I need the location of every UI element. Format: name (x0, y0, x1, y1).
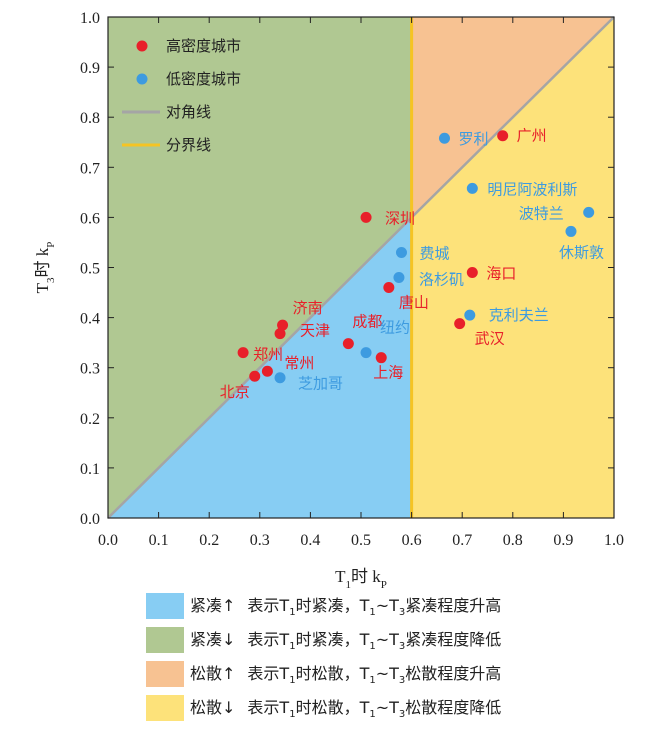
x-tick-label: 0.1 (149, 532, 169, 549)
x-tick-label: 0.8 (503, 532, 523, 549)
high-density-label: 深圳 (385, 209, 415, 227)
x-tick-label: 1.0 (604, 532, 624, 549)
low-density-point (438, 132, 450, 144)
high-density-label: 北京 (220, 383, 250, 401)
high-density-point (249, 370, 261, 382)
region-loose-down (411, 17, 614, 518)
legend-boundary-label: 分界线 (166, 136, 211, 154)
high-density-point (360, 211, 372, 223)
y-axis-title: T3时 kP (33, 242, 57, 294)
region-legend-label: 松散↓ (190, 698, 236, 718)
low-density-point (395, 246, 407, 258)
region-legend: 紧凑↑ 表示T1时紧凑，T1~T3紧凑程度升高 紧凑↓ 表示T1时紧凑，T1~T3紧凑… (146, 590, 586, 726)
high-density-point (375, 352, 387, 364)
region-legend-text: 松散↓ 表示T1时松散，T1~T3松散程度降低 (190, 694, 501, 720)
low-density-point (360, 347, 372, 359)
high-density-point (497, 130, 509, 142)
high-density-point (383, 282, 395, 294)
y-tick-label: 0.7 (80, 160, 100, 177)
high-density-point (454, 318, 466, 330)
y-tick-label: 0.1 (80, 461, 100, 478)
high-density-label: 广州 (517, 127, 547, 145)
region-legend-row: 松散↓ 表示T1时松散，T1~T3松散程度降低 (146, 692, 586, 723)
low-density-label: 克利夫兰 (489, 306, 549, 324)
x-tick-label: 0.2 (199, 532, 219, 549)
x-tick-label: 0.5 (351, 532, 371, 549)
diagonal-line (107, 16, 615, 519)
low-density-label: 洛杉矶 (419, 271, 464, 289)
region-legend-text: 紧凑↑ 表示T1时紧凑，T1~T3紧凑程度升高 (190, 592, 501, 618)
region-legend-text: 松散↑ 表示T1时松散，T1~T3松散程度升高 (190, 660, 501, 686)
low-density-point (565, 225, 577, 237)
y-tick-label: 0.2 (80, 411, 100, 428)
high-density-label: 成都 (352, 313, 382, 331)
high-density-point (466, 267, 478, 279)
y-tick-label: 0.8 (80, 110, 100, 127)
x-tick-label: 0.7 (452, 532, 472, 549)
region-legend-swatch (146, 626, 184, 653)
low-density-point (464, 309, 476, 321)
high-density-point (261, 365, 273, 377)
region-legend-desc: 表示T1时紧凑，T1~T3紧凑程度降低 (247, 630, 502, 653)
y-tick-label: 0.9 (80, 60, 100, 77)
low-density-point (583, 206, 595, 218)
y-tick-label: 0.5 (80, 261, 100, 278)
high-density-label: 武汉 (475, 330, 505, 348)
high-density-point (342, 338, 354, 350)
high-density-label: 海口 (486, 265, 516, 283)
region-legend-row: 紧凑↑ 表示T1时紧凑，T1~T3紧凑程度升高 (146, 590, 586, 621)
region-legend-swatch (146, 592, 184, 619)
region-compact-down (108, 17, 412, 518)
y-tick-label: 0.0 (80, 511, 100, 528)
high-density-label: 上海 (373, 364, 403, 382)
scatter-chart: 0.0 0.1 0.2 0.3 0.4 0.5 0.6 0.7 0.8 0.9 1.0 0.0 0.1 0… (33, 10, 624, 590)
region-legend-desc: 表示T1时紧凑，T1~T3紧凑程度升高 (247, 596, 502, 619)
region-legend-desc: 表示T1时松散，T1~T3松散程度升高 (247, 664, 502, 687)
x-tick-label: 0.3 (250, 532, 270, 549)
high-density-label: 唐山 (399, 294, 429, 312)
high-density-point (277, 319, 289, 331)
y-tick-label: 0.3 (80, 361, 100, 378)
high-density-label: 济南 (293, 299, 323, 317)
region-legend-label: 紧凑↓ (190, 630, 236, 650)
legend-high-marker (136, 40, 148, 52)
legend-low-marker (136, 73, 148, 85)
low-density-label: 波特兰 (519, 204, 564, 222)
x-tick-label: 0.0 (98, 532, 118, 549)
high-density-point (274, 328, 286, 340)
legend-diagonal-label: 对角线 (166, 103, 211, 121)
y-tick-label: 1.0 (80, 10, 100, 27)
low-density-label: 芝加哥 (298, 375, 343, 393)
high-density-label: 郑州 (253, 346, 283, 364)
x-axis-title: T1时 kP (335, 567, 387, 590)
low-density-label: 纽约 (380, 319, 410, 337)
low-density-label: 费城 (419, 244, 449, 262)
region-legend-label: 松散↑ (190, 664, 236, 684)
y-tick-label: 0.6 (80, 210, 100, 227)
region-legend-swatch (146, 660, 184, 687)
x-tick-label: 0.6 (402, 532, 422, 549)
high-density-label: 常州 (284, 354, 314, 372)
region-legend-text: 紧凑↓ 表示T1时紧凑，T1~T3紧凑程度降低 (190, 626, 501, 652)
low-density-label: 休斯敦 (559, 243, 604, 261)
region-legend-row: 紧凑↓ 表示T1时紧凑，T1~T3紧凑程度降低 (146, 624, 586, 655)
region-legend-swatch (146, 694, 184, 721)
region-legend-label: 紧凑↑ (190, 596, 236, 616)
legend-low-label: 低密度城市 (166, 70, 241, 88)
region-legend-row: 松散↑ 表示T1时松散，T1~T3松散程度升高 (146, 658, 586, 689)
low-density-point (274, 372, 286, 384)
legend-high-label: 高密度城市 (166, 37, 241, 55)
low-density-label: 明尼阿波利斯 (487, 180, 577, 198)
low-density-point (466, 182, 478, 194)
region-legend-desc: 表示T1时松散，T1~T3松散程度降低 (247, 698, 502, 721)
low-density-label: 罗利 (458, 130, 488, 148)
x-tick-label: 0.9 (553, 532, 573, 549)
x-tick-label: 0.4 (300, 532, 320, 549)
y-tick-label: 0.4 (80, 311, 100, 328)
high-density-label: 天津 (300, 322, 330, 340)
high-density-point (237, 347, 249, 359)
low-density-point (393, 272, 405, 284)
